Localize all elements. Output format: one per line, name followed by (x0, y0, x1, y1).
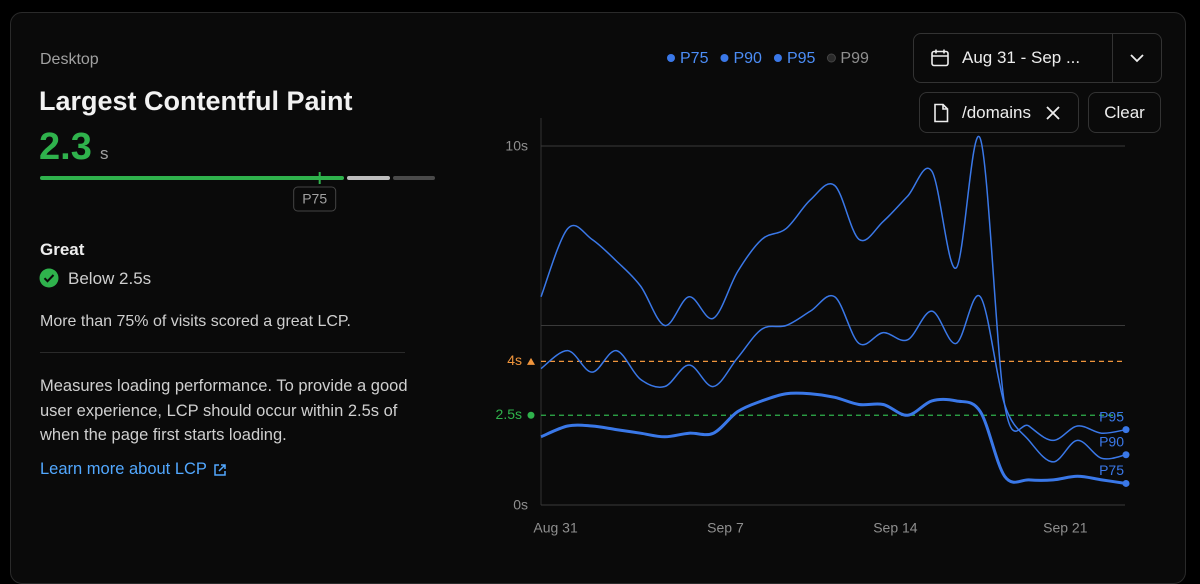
filter-text: /domains (962, 102, 1031, 122)
page: Desktop Largest Contentful Paint 2.3 s G… (10, 12, 1186, 584)
chevron-icon (1130, 54, 1144, 63)
date-range: Aug 31 - Sep ... (962, 48, 1081, 67)
clear-button[interactable]: Clear (1088, 92, 1161, 133)
filter-chip[interactable]: /domains (919, 92, 1079, 133)
learn-more-link[interactable]: Learn more about LCP (40, 460, 227, 479)
description: Measures loading performance. To provide… (40, 377, 408, 444)
remove-filter-icon[interactable] (1045, 105, 1061, 121)
file-icon (934, 103, 949, 122)
metric-value: 2.3 (39, 126, 92, 168)
summary: More than 75% of visits scored a great L… (40, 313, 351, 330)
calendar-icon (931, 49, 949, 67)
device-label: Desktop (40, 51, 99, 68)
check-icon (39, 268, 59, 288)
metric-title: Largest Contentful Paint (39, 86, 353, 116)
date-range-button[interactable]: Aug 31 - Sep ... (913, 33, 1113, 83)
dropdown-button[interactable] (1112, 33, 1162, 83)
divider (40, 352, 405, 353)
criterion: Below 2.5s (68, 269, 152, 288)
link-text: Learn more about LCP (40, 460, 207, 478)
rating: Great (40, 240, 85, 259)
metric-unit: s (100, 144, 109, 163)
external-icon (214, 463, 226, 476)
